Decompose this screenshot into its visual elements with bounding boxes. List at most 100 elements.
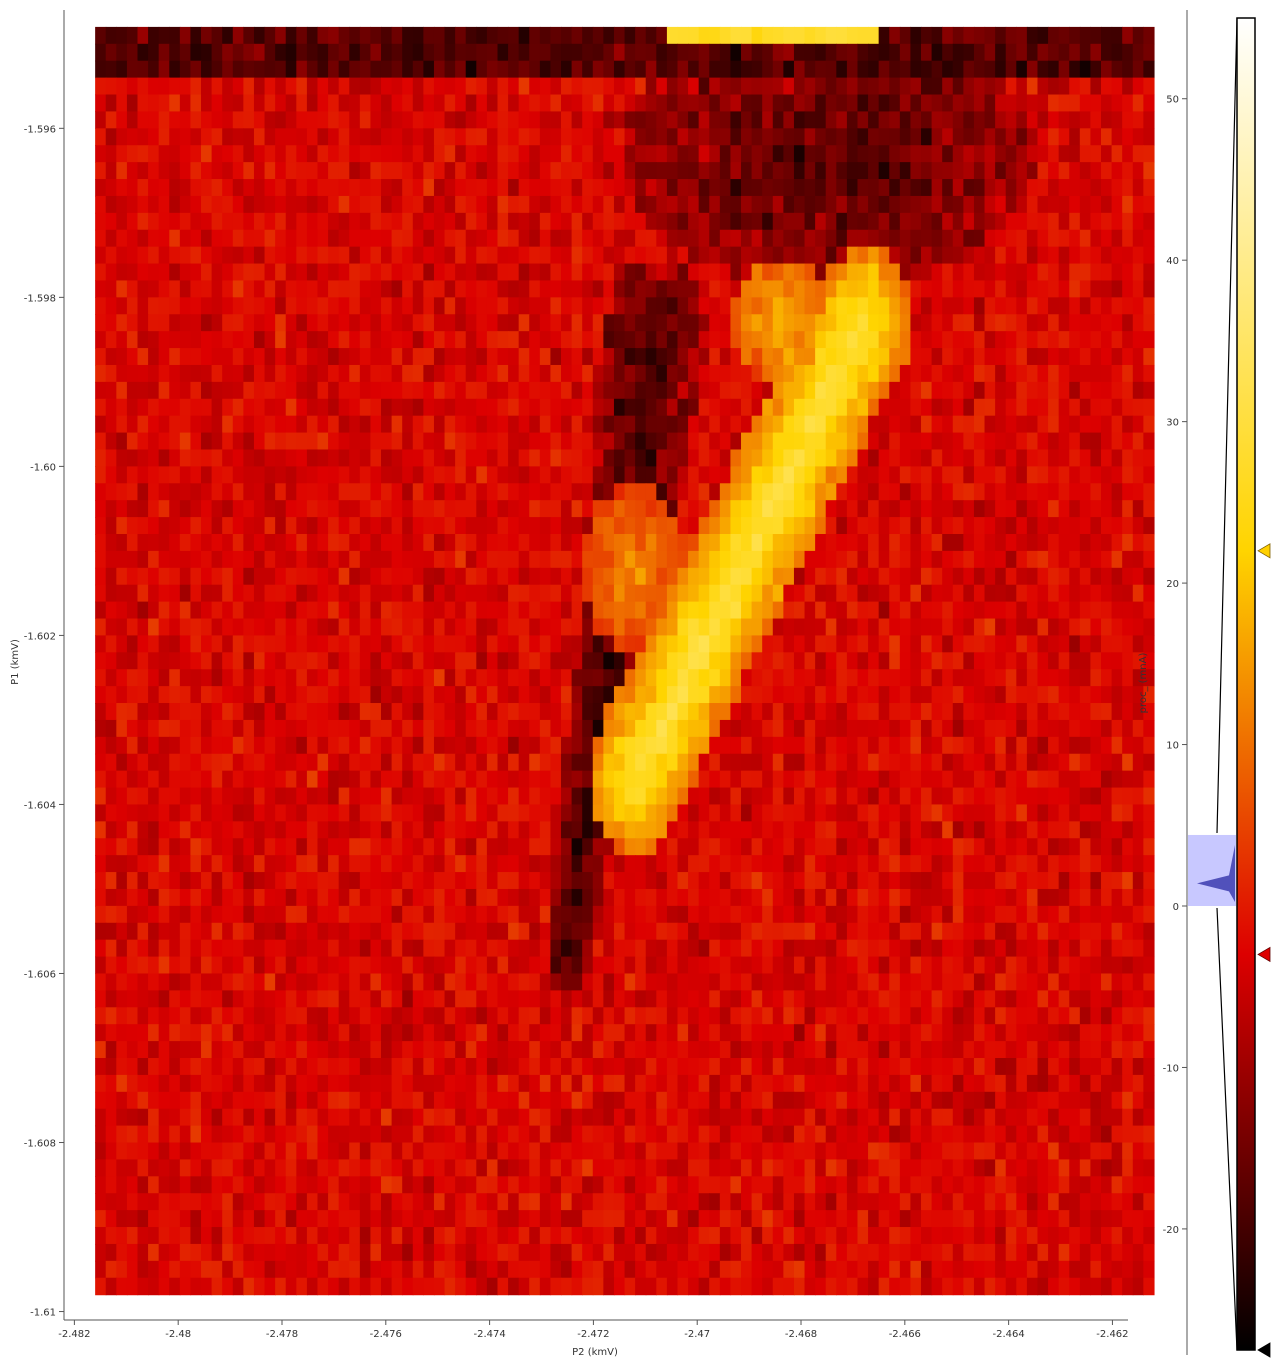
heatmap-cell <box>105 432 117 451</box>
heatmap-cell <box>1037 381 1049 400</box>
heatmap-cell <box>582 534 594 552</box>
heatmap-cell <box>391 432 403 451</box>
heatmap-cell <box>412 331 424 349</box>
heatmap-cell <box>783 719 795 738</box>
heatmap-cell <box>243 567 255 586</box>
heatmap-cell <box>1111 584 1123 603</box>
heatmap-cell <box>275 669 287 687</box>
heatmap-cell <box>730 618 742 637</box>
heatmap-cell <box>381 60 393 79</box>
heatmap-cell <box>561 415 573 434</box>
heatmap-cell <box>328 331 340 349</box>
heatmap-cell <box>412 567 424 586</box>
heatmap-cell <box>815 229 827 248</box>
heatmap-cell <box>423 686 435 704</box>
heatmap-cell <box>243 838 255 856</box>
heatmap-cell <box>433 601 446 620</box>
heatmap-cell <box>804 652 816 670</box>
heatmap-cell <box>995 229 1007 248</box>
heatmap-cell <box>571 534 583 552</box>
heatmap-cell <box>243 534 255 552</box>
heatmap-cell <box>730 466 742 484</box>
heatmap-cell <box>275 567 287 586</box>
heatmap-cell <box>402 415 414 434</box>
heatmap-cell <box>317 77 329 96</box>
heatmap-cell <box>201 703 213 721</box>
heatmap-cell <box>476 500 488 518</box>
heatmap-cell <box>825 449 837 467</box>
heatmap-cell <box>751 753 763 772</box>
heatmap-cell <box>465 297 477 315</box>
heatmap-cell <box>497 635 509 653</box>
heatmap-cell <box>423 280 435 298</box>
heatmap-cell <box>635 331 647 349</box>
heatmap-cell <box>688 432 700 451</box>
heatmap-cell <box>1037 719 1049 738</box>
heatmap-cell <box>561 500 573 518</box>
heatmap-cell <box>741 449 753 467</box>
heatmap-cell <box>624 381 636 400</box>
heatmap-cell <box>296 212 308 231</box>
heatmap-cell <box>793 466 806 484</box>
heatmap-cell <box>370 145 382 163</box>
heatmap-cell <box>497 60 509 79</box>
heatmap-cell <box>762 128 774 146</box>
heatmap-cell <box>868 263 880 282</box>
heatmap-cell <box>1069 686 1081 704</box>
heatmap-cell <box>656 331 668 349</box>
heatmap-cell <box>719 821 732 839</box>
heatmap-cell <box>179 770 192 789</box>
heatmap-cell <box>1037 635 1049 653</box>
heatmap-cell <box>963 838 975 856</box>
heatmap-cell <box>899 601 912 620</box>
heatmap-cell <box>846 381 859 400</box>
heatmap-cell <box>391 550 403 569</box>
heatmap-cell <box>942 432 954 451</box>
heatmap-cell <box>1132 838 1144 856</box>
heatmap-cell <box>677 821 689 839</box>
heatmap-cell <box>878 398 890 417</box>
heatmap-cell <box>137 804 149 822</box>
heatmap-cell <box>793 212 806 231</box>
heatmap-cell <box>1143 381 1155 400</box>
heatmap-cell <box>973 466 986 484</box>
heatmap-cell <box>105 821 117 839</box>
heatmap-cell <box>984 770 996 789</box>
heatmap-cell <box>95 246 107 265</box>
heatmap-cell <box>423 838 435 856</box>
heatmap-cell <box>645 246 657 265</box>
heatmap-cell <box>624 466 636 484</box>
heatmap-cell <box>190 280 202 298</box>
heatmap-cell <box>264 331 276 349</box>
heatmap-cell <box>359 432 372 451</box>
heatmap-cell <box>169 550 181 569</box>
heatmap-cell <box>285 229 297 248</box>
heatmap-cell <box>285 855 297 873</box>
heatmap-cell <box>296 686 308 704</box>
heatmap-cell <box>423 550 435 569</box>
heatmap-cell <box>137 736 149 755</box>
heatmap-cell <box>783 855 795 873</box>
heatmap-cell <box>751 483 763 501</box>
heatmap-cell <box>264 601 276 620</box>
heatmap-cell <box>359 534 372 552</box>
heatmap-cell <box>942 43 954 62</box>
heatmap-cell <box>550 635 562 653</box>
heatmap-cell <box>666 787 679 806</box>
heatmap-cell <box>889 787 901 806</box>
heatmap-cell <box>857 263 869 282</box>
heatmap-cell <box>857 43 869 62</box>
heatmap-cell <box>529 111 541 129</box>
heatmap-cell <box>211 162 223 180</box>
heatmap-cell <box>1122 567 1134 586</box>
heatmap-cell <box>709 314 721 332</box>
heatmap-cell <box>921 212 933 231</box>
heatmap-cell <box>910 280 922 298</box>
heatmap-cell <box>433 331 446 349</box>
heatmap-cell <box>921 94 933 113</box>
heatmap-cell <box>1048 263 1060 282</box>
heatmap-cell <box>222 652 234 670</box>
heatmap-cell <box>571 26 583 45</box>
heatmap-cell <box>709 26 721 45</box>
heatmap-cell <box>253 314 266 332</box>
